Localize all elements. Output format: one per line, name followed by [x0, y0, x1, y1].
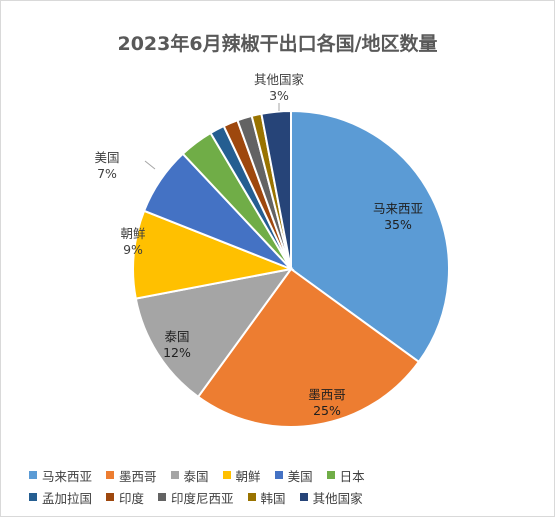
legend-swatch — [29, 471, 37, 479]
slice-label-value: 9% — [123, 242, 143, 257]
legend-label: 韩国 — [260, 490, 286, 506]
slice-label-value: 7% — [97, 166, 117, 181]
legend-swatch — [158, 493, 167, 501]
legend-label: 美国 — [287, 468, 313, 484]
slice-label-name: 墨西哥 — [308, 387, 346, 402]
legend: 马来西亚 墨西哥 泰国 朝鲜 美国 日本 孟加拉国 印度 印度尼西亚 韩国 其他国家 — [29, 464, 549, 508]
slice-label-name: 其他国家 — [254, 72, 305, 87]
leader-line — [144, 160, 156, 170]
legend-swatch — [106, 493, 115, 501]
legend-swatch — [29, 493, 37, 501]
slice-label-name: 朝鲜 — [120, 226, 145, 241]
legend-label: 朝鲜 — [235, 468, 261, 484]
legend-item: 印度 — [106, 488, 144, 507]
legend-item: 墨西哥 — [106, 466, 157, 485]
legend-item: 朝鲜 — [222, 466, 261, 485]
legend-label: 印度 — [119, 490, 145, 506]
pie-slice-11 — [260, 109, 292, 270]
legend-item: 孟加拉国 — [29, 488, 92, 507]
pie-slice-2 — [196, 267, 421, 428]
chart-title: 2023年6月辣椒干出口各国/地区数量 — [117, 33, 438, 55]
legend-label: 泰国 — [183, 468, 209, 484]
legend-swatch — [299, 493, 308, 501]
slice-label-value: 12% — [163, 345, 191, 360]
legend-item: 马来西亚 — [29, 466, 92, 485]
legend-label: 印度尼西亚 — [171, 490, 234, 506]
pie-slice-3 — [134, 267, 294, 399]
legend-swatch — [106, 471, 115, 479]
legend-item: 其他国家 — [299, 488, 363, 507]
slice-label-name: 美国 — [94, 150, 119, 165]
slice-label-value: 35% — [384, 217, 412, 232]
legend-item: 日本 — [326, 466, 365, 485]
legend-item: 泰国 — [170, 466, 209, 485]
slice-label-name: 马来西亚 — [373, 201, 423, 216]
legend-label: 其他国家 — [312, 490, 363, 506]
slice-label-value: 25% — [313, 403, 341, 418]
pie-slice-4 — [132, 209, 295, 300]
slice-label-value: 3% — [269, 88, 289, 103]
legend-label: 墨西哥 — [119, 468, 157, 484]
legend-swatch — [170, 471, 179, 479]
legend-row: 孟加拉国 印度 印度尼西亚 韩国 其他国家 — [29, 486, 549, 508]
legend-swatch — [222, 471, 231, 479]
legend-label: 孟加拉国 — [42, 490, 93, 506]
legend-swatch — [274, 471, 283, 479]
legend-swatch — [326, 471, 335, 479]
legend-item: 印度尼西亚 — [158, 488, 234, 507]
slice-label-name: 泰国 — [164, 329, 189, 344]
legend-row: 马来西亚 墨西哥 泰国 朝鲜 美国 日本 — [29, 464, 549, 486]
legend-swatch — [247, 493, 256, 501]
pie-slice-1 — [290, 109, 450, 364]
legend-label: 马来西亚 — [42, 468, 93, 484]
legend-label: 日本 — [339, 468, 365, 484]
legend-item: 美国 — [274, 466, 313, 485]
legend-item: 韩国 — [247, 488, 286, 507]
